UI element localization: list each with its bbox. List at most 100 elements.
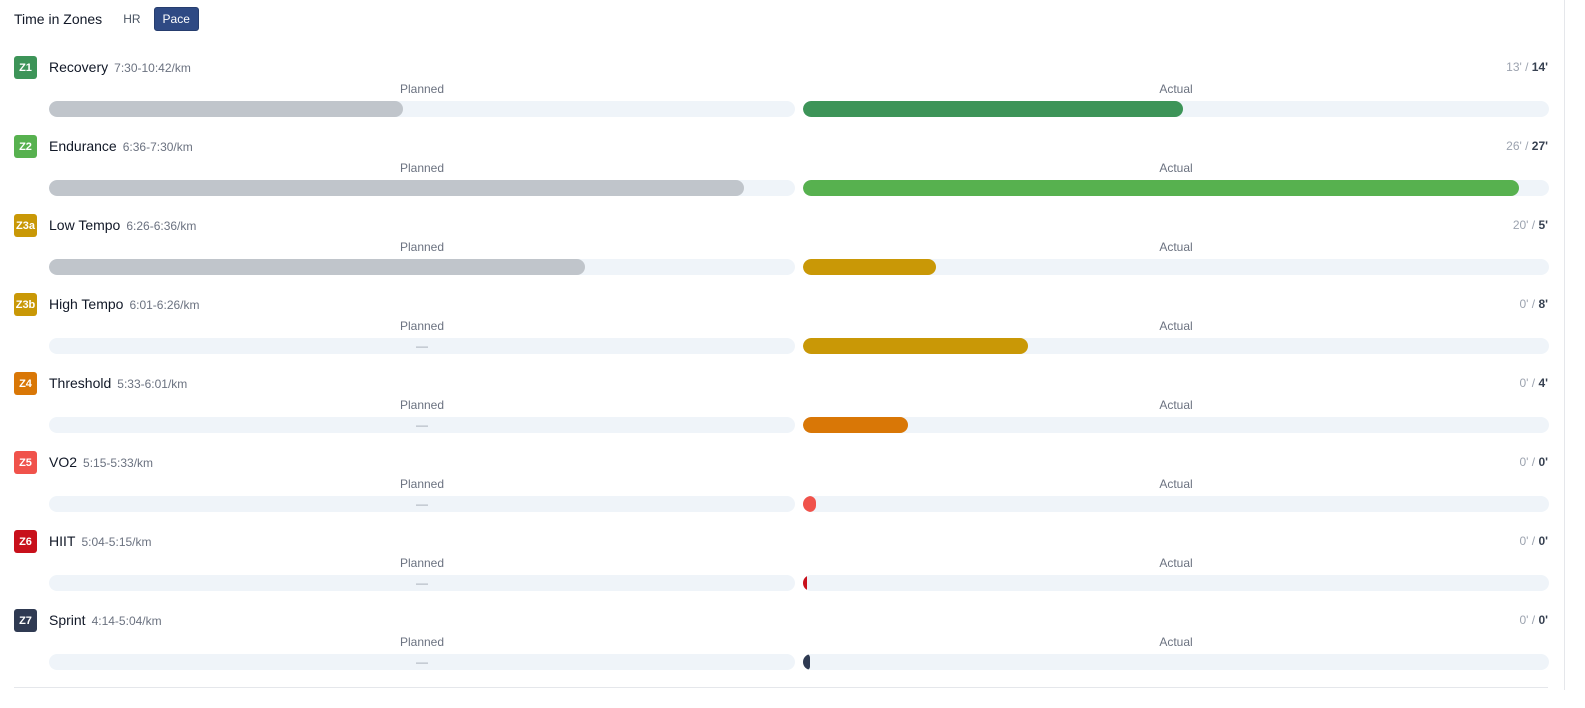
actual-bar [803, 259, 936, 275]
actual-track [803, 259, 1549, 275]
actual-label: Actual [1159, 556, 1193, 570]
zone-badge: Z7 [14, 609, 37, 632]
actual-time: 14' [1531, 60, 1548, 74]
planned-empty-dash: — [416, 339, 428, 353]
time-separator: / [1528, 534, 1539, 548]
planned-label: Planned [399, 319, 445, 333]
time-separator: / [1528, 613, 1539, 627]
actual-track [803, 101, 1549, 117]
zone-time-summary: 20' / 5' [1513, 218, 1548, 232]
planned-time: 0' [1519, 376, 1529, 390]
planned-time: 20' [1512, 218, 1529, 232]
actual-time: 0' [1538, 613, 1548, 627]
zone-name: High Tempo [49, 296, 124, 312]
actual-bar [803, 654, 810, 670]
zone-time-summary: 13' / 14' [1506, 60, 1548, 74]
planned-label: Planned [399, 398, 445, 412]
planned-track [49, 180, 795, 196]
zone-name: Recovery [49, 59, 109, 75]
hr-toggle-button[interactable]: HR [114, 7, 149, 31]
actual-track [803, 338, 1549, 354]
planned-track: — [49, 417, 795, 433]
zone-row-z3b: Z3b High Tempo 6:01-6:26/km 0' / 8' Planned A… [14, 293, 1549, 372]
zone-badge: Z3b [14, 293, 37, 316]
actual-label: Actual [1159, 477, 1193, 491]
time-separator: / [1521, 60, 1532, 74]
planned-time: 0' [1519, 455, 1529, 469]
planned-track: — [49, 338, 795, 354]
zone-pace-range: 5:33-6:01/km [117, 377, 188, 391]
pace-toggle-button[interactable]: Pace [153, 7, 199, 31]
time-separator: / [1528, 455, 1539, 469]
planned-label: Planned [399, 82, 445, 96]
zone-row-z3a: Z3a Low Tempo 6:26-6:36/km 20' / 5' Planned A… [14, 214, 1549, 293]
zone-badge: Z2 [14, 135, 37, 158]
time-separator: / [1521, 139, 1532, 153]
zone-badge: Z6 [14, 530, 37, 553]
zone-pace-range: 5:04-5:15/km [81, 535, 152, 549]
actual-track [803, 180, 1549, 196]
actual-label: Actual [1159, 240, 1193, 254]
zone-time-summary: 0' / 0' [1519, 613, 1548, 627]
zone-title: High Tempo 6:01-6:26/km [49, 296, 200, 312]
planned-bar [49, 101, 403, 117]
zone-pace-range: 6:01-6:26/km [129, 298, 200, 312]
panel-bottom-divider [14, 687, 1548, 688]
zone-row-z2: Z2 Endurance 6:36-7:30/km 26' / 27' Planned A… [14, 135, 1549, 214]
time-separator: / [1528, 376, 1539, 390]
actual-bar [803, 180, 1519, 196]
planned-label: Planned [399, 240, 445, 254]
actual-time: 5' [1538, 218, 1548, 232]
planned-track [49, 259, 795, 275]
zone-time-summary: 0' / 0' [1519, 534, 1548, 548]
planned-empty-dash: — [416, 655, 428, 669]
zone-pace-range: 4:14-5:04/km [91, 614, 162, 628]
time-separator: / [1528, 297, 1539, 311]
actual-label: Actual [1159, 398, 1193, 412]
zone-title: VO2 5:15-5:33/km [49, 454, 153, 470]
actual-track [803, 496, 1549, 512]
panel-title: Time in Zones [14, 11, 103, 27]
zone-badge: Z5 [14, 451, 37, 474]
time-separator: / [1528, 218, 1539, 232]
zone-name: Low Tempo [49, 217, 121, 233]
actual-time: 0' [1538, 455, 1548, 469]
zone-row-z4: Z4 Threshold 5:33-6:01/km 0' / 4' Planned Act… [14, 372, 1549, 451]
planned-empty-dash: — [416, 497, 428, 511]
actual-time: 8' [1538, 297, 1548, 311]
planned-label: Planned [399, 556, 445, 570]
zone-time-summary: 0' / 0' [1519, 455, 1548, 469]
zone-name: HIIT [49, 533, 76, 549]
planned-empty-dash: — [416, 418, 428, 432]
zone-row-z6: Z6 HIIT 5:04-5:15/km 0' / 0' Planned Actual — [14, 530, 1549, 609]
actual-time: 4' [1538, 376, 1548, 390]
panel-header: Time in Zones HR Pace [14, 7, 203, 31]
zone-title: Low Tempo 6:26-6:36/km [49, 217, 196, 233]
zone-name: Endurance [49, 138, 117, 154]
zone-badge: Z1 [14, 56, 37, 79]
zone-badge: Z4 [14, 372, 37, 395]
zone-pace-range: 5:15-5:33/km [83, 456, 154, 470]
zone-pace-range: 7:30-10:42/km [114, 61, 191, 75]
actual-bar [803, 496, 816, 512]
planned-time: 13' [1506, 60, 1522, 74]
zone-time-summary: 26' / 27' [1506, 139, 1548, 153]
actual-track [803, 654, 1549, 670]
zone-title: Sprint 4:14-5:04/km [49, 612, 162, 628]
zone-row-z7: Z7 Sprint 4:14-5:04/km 0' / 0' Planned Actual… [14, 609, 1549, 688]
actual-time: 27' [1531, 139, 1548, 153]
zone-name: Threshold [49, 375, 112, 391]
planned-bar [49, 180, 744, 196]
actual-bar [803, 575, 807, 591]
actual-track [803, 575, 1549, 591]
actual-bar [803, 101, 1183, 117]
zone-time-summary: 0' / 8' [1519, 297, 1548, 311]
planned-time: 0' [1519, 297, 1529, 311]
zone-badge: Z3a [14, 214, 37, 237]
planned-time: 0' [1519, 613, 1529, 627]
zone-row-z1: Z1 Recovery 7:30-10:42/km 13' / 14' Planned A… [14, 56, 1549, 135]
zone-title: Recovery 7:30-10:42/km [49, 59, 191, 75]
planned-empty-dash: — [416, 576, 428, 590]
planned-track [49, 101, 795, 117]
actual-track [803, 417, 1549, 433]
